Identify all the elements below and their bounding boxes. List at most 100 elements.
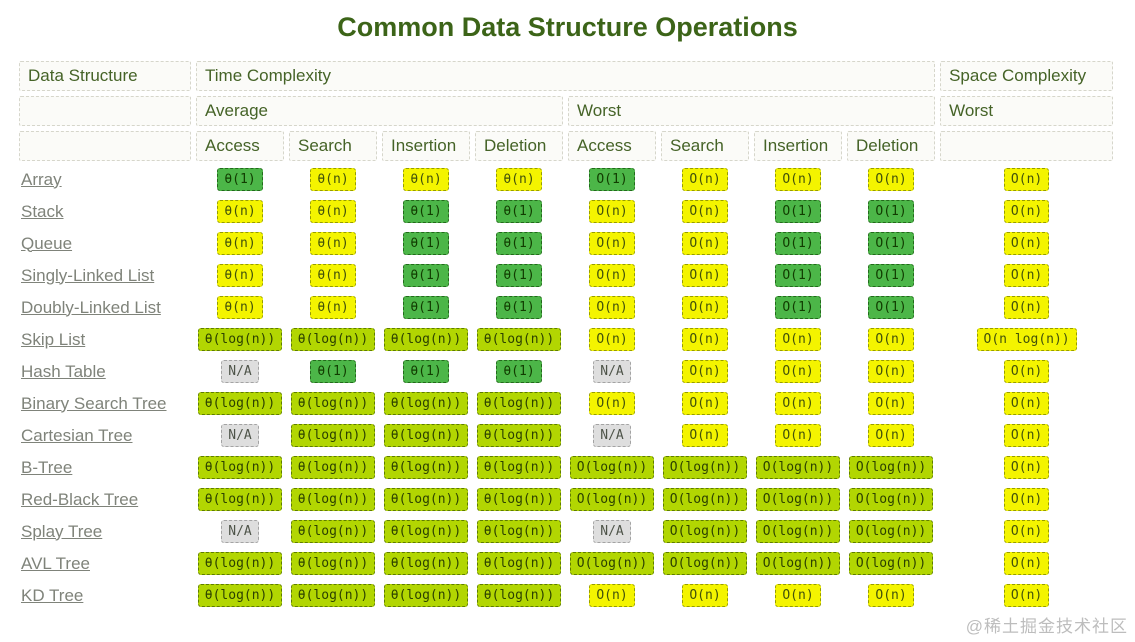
- complexity-cell: O(n): [847, 582, 935, 609]
- complexity-cell: O(log(n)): [847, 518, 935, 545]
- complexity-badge: θ(log(n)): [197, 552, 283, 575]
- complexity-badge: θ(n): [217, 296, 263, 319]
- complexity-cell: O(n): [661, 358, 749, 385]
- complexity-cell: O(n): [661, 166, 749, 193]
- header-row-case: Average Worst Worst: [19, 96, 1114, 126]
- complexity-cell: θ(log(n)): [289, 422, 377, 449]
- complexity-cell: θ(log(n)): [475, 518, 563, 545]
- complexity-badge: θ(n): [217, 200, 263, 223]
- complexity-badge: θ(1): [496, 200, 542, 223]
- data-structure-link[interactable]: Doubly-Linked List: [21, 297, 161, 317]
- data-structure-link[interactable]: Singly-Linked List: [21, 265, 155, 285]
- header-avg-access: Access: [196, 131, 284, 161]
- complexity-cell: θ(n): [475, 166, 563, 193]
- complexity-badge: θ(log(n)): [476, 424, 562, 447]
- complexity-cell: θ(log(n)): [475, 582, 563, 609]
- complexity-cell: θ(log(n)): [196, 326, 284, 353]
- complexity-cell: θ(log(n)): [289, 486, 377, 513]
- data-structure-link[interactable]: Red-Black Tree: [21, 489, 139, 509]
- complexity-badge: θ(1): [403, 360, 449, 383]
- complexity-badge: O(log(n)): [848, 552, 934, 575]
- row-label-cell: Doubly-Linked List: [19, 294, 191, 321]
- header-worst-search: Search: [661, 131, 749, 161]
- complexity-cell: O(n): [940, 454, 1113, 481]
- row-label-cell: Stack: [19, 198, 191, 225]
- complexity-cell: θ(1): [475, 262, 563, 289]
- data-structure-link[interactable]: B-Tree: [21, 457, 73, 477]
- complexity-cell: N/A: [196, 422, 284, 449]
- complexity-badge: θ(log(n)): [197, 456, 283, 479]
- complexity-cell: O(log(n)): [661, 454, 749, 481]
- complexity-cell: θ(1): [289, 358, 377, 385]
- complexity-badge: O(n): [589, 200, 635, 223]
- table-row: Red-Black Tree θ(log(n)) θ(log(n)) θ(log(n)…: [19, 486, 1113, 513]
- complexity-cell: θ(log(n)): [289, 518, 377, 545]
- complexity-badge: O(1): [775, 232, 821, 255]
- complexity-cell: θ(log(n)): [289, 454, 377, 481]
- complexity-badge: O(n): [1003, 296, 1050, 319]
- complexity-cell: O(n): [661, 326, 749, 353]
- complexity-badge: θ(log(n)): [290, 392, 376, 415]
- complexity-cell: θ(log(n)): [382, 326, 470, 353]
- complexity-badge: O(log(n)): [662, 552, 748, 575]
- complexity-badge: θ(1): [403, 296, 449, 319]
- table-row: Hash Table N/A θ(1) θ(1) θ(1) N/A O(n) O(n) O(n)…: [19, 358, 1113, 385]
- complexity-cell: N/A: [568, 518, 656, 545]
- complexity-badge: O(1): [868, 296, 914, 319]
- data-structure-link[interactable]: Cartesian Tree: [21, 425, 133, 445]
- complexity-badge: θ(n): [310, 168, 356, 191]
- complexity-cell: O(n): [754, 166, 842, 193]
- complexity-badge: O(n): [775, 360, 821, 383]
- complexity-cell: θ(n): [289, 166, 377, 193]
- complexity-badge: O(1): [775, 296, 821, 319]
- complexity-cell: O(n): [847, 390, 935, 417]
- row-label-cell: AVL Tree: [19, 550, 191, 577]
- complexity-badge: O(n): [868, 392, 914, 415]
- complexity-badge: O(log(n)): [662, 456, 748, 479]
- complexity-badge: O(log(n)): [662, 488, 748, 511]
- complexity-cell: θ(n): [196, 262, 284, 289]
- watermark: @稀土掘金技术社区: [965, 617, 1128, 636]
- row-label-cell: Hash Table: [19, 358, 191, 385]
- data-structure-link[interactable]: AVL Tree: [21, 553, 90, 573]
- data-structure-link[interactable]: Queue: [21, 233, 73, 253]
- complexity-cell: O(log(n)): [568, 454, 656, 481]
- complexity-cell: θ(log(n)): [196, 454, 284, 481]
- complexity-badge: O(1): [868, 200, 914, 223]
- complexity-cell: θ(log(n)): [475, 326, 563, 353]
- complexity-cell: N/A: [568, 358, 656, 385]
- complexity-cell: O(1): [754, 294, 842, 321]
- complexity-cell: O(log(n)): [661, 486, 749, 513]
- complexity-badge: O(log(n)): [662, 520, 748, 543]
- complexity-badge: O(n): [1003, 424, 1050, 447]
- complexity-cell: O(n): [754, 390, 842, 417]
- complexity-cell: θ(n): [382, 166, 470, 193]
- complexity-cell: θ(1): [382, 358, 470, 385]
- data-structure-link[interactable]: Binary Search Tree: [21, 393, 167, 413]
- complexity-cell: O(1): [754, 230, 842, 257]
- data-structure-link[interactable]: Stack: [21, 201, 64, 221]
- complexity-badge: O(n): [682, 264, 728, 287]
- complexity-badge: N/A: [221, 360, 259, 383]
- complexity-badge: O(n): [682, 392, 728, 415]
- complexity-cell: θ(1): [382, 198, 470, 225]
- complexity-badge: O(n): [589, 264, 635, 287]
- complexity-badge: θ(log(n)): [197, 328, 283, 351]
- complexity-cell: O(n): [754, 582, 842, 609]
- complexity-cell: O(log(n)): [661, 550, 749, 577]
- complexity-cell: θ(n): [289, 262, 377, 289]
- complexity-cell: θ(log(n)): [475, 422, 563, 449]
- complexity-cell: O(n): [940, 198, 1113, 225]
- complexity-badge: θ(log(n)): [476, 456, 562, 479]
- complexity-cell: O(n): [754, 358, 842, 385]
- data-structure-link[interactable]: Hash Table: [21, 361, 106, 381]
- row-label-cell: KD Tree: [19, 582, 191, 609]
- data-structure-link[interactable]: Splay Tree: [21, 521, 103, 541]
- data-structure-link[interactable]: KD Tree: [21, 585, 84, 605]
- data-structure-link[interactable]: Skip List: [21, 329, 86, 349]
- complexity-badge: θ(log(n)): [383, 392, 469, 415]
- row-label-cell: Array: [19, 166, 191, 193]
- complexity-cell: O(n): [847, 326, 935, 353]
- data-structure-link[interactable]: Array: [21, 169, 62, 189]
- complexity-cell: O(n): [661, 422, 749, 449]
